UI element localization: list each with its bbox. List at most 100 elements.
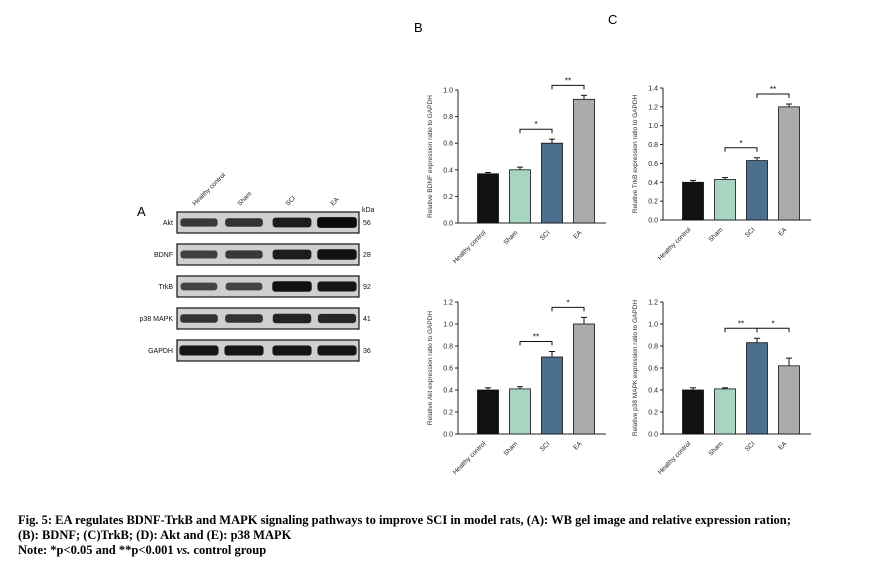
bar-ea <box>573 323 595 435</box>
y-tick-label: 0.2 <box>648 199 658 206</box>
caption-note-suffix: control group <box>190 543 267 557</box>
blot-band <box>180 282 218 291</box>
y-tick-label: 0.8 <box>648 142 658 149</box>
blot-band <box>317 345 357 356</box>
blot-row-kda: 36 <box>363 348 371 355</box>
significance-label: * <box>739 139 742 148</box>
significance-label: ** <box>565 76 571 85</box>
y-tick-label: 0.2 <box>443 194 453 201</box>
blot-strip <box>176 339 360 362</box>
bar-healthy-control <box>477 173 499 224</box>
y-tick-label: 0.6 <box>443 141 453 148</box>
blot-band <box>225 314 263 323</box>
significance-bracket <box>551 306 585 312</box>
blot-band <box>317 281 357 292</box>
y-axis-label: Relative Akt expression ratio to GAPDH <box>427 311 434 425</box>
y-tick-label: 0.8 <box>648 344 658 351</box>
y-tick-label: 0.4 <box>443 167 453 174</box>
blot-row-label: p38 MAPK <box>140 316 174 323</box>
x-category-label: Healthy control <box>452 229 488 265</box>
x-category-label: Sham <box>502 229 519 246</box>
blot-strip <box>176 307 360 330</box>
significance-label: ** <box>533 333 539 342</box>
caption-line-1: Fig. 5: EA regulates BDNF-TrkB and MAPK … <box>18 513 791 527</box>
bar-sham <box>509 169 531 224</box>
x-category-label: EA <box>777 440 789 452</box>
y-axis-label: Relative BDNF expression ratio to GAPDH <box>427 95 434 218</box>
x-category-label: Healthy control <box>452 440 488 476</box>
y-tick-label: 0.6 <box>648 366 658 373</box>
significance-bracket <box>756 93 790 99</box>
blot-kda-header: kDa <box>362 207 375 214</box>
x-category-label: SCI <box>744 440 757 453</box>
bar-healthy-control <box>682 389 704 435</box>
significance-bracket <box>756 327 790 333</box>
caption-note-vs: vs. <box>176 543 191 557</box>
y-tick-label: 1.0 <box>443 88 453 95</box>
caption-note-prefix: Note: *p<0.05 and **p<0.001 <box>18 543 177 557</box>
blot-row-label: BDNF <box>154 252 173 259</box>
y-tick-label: 1.4 <box>648 86 658 93</box>
x-category-label: EA <box>777 226 789 238</box>
blot-row-kda: 56 <box>363 220 371 227</box>
chart-d: 0.0 0.2 0.4 0.6 0.8 1.0 1.2 Relative Akt expres… <box>427 298 606 476</box>
y-tick-label: 0.4 <box>443 388 453 395</box>
bar-ea <box>778 106 800 221</box>
x-category-label: Healthy control <box>657 440 693 476</box>
bar-charts: 0.0 0.2 0.4 0.6 0.8 1.0 Relative BDNF expressi… <box>427 76 811 476</box>
blot-band <box>225 282 263 291</box>
significance-label: * <box>566 298 569 307</box>
y-tick-label: 0.0 <box>443 432 453 439</box>
y-tick-label: 0.6 <box>443 366 453 373</box>
blot-band <box>317 217 357 228</box>
blot-band <box>272 217 312 228</box>
significance-bracket <box>724 147 758 152</box>
blot-lane-label: EA <box>329 196 341 208</box>
significance-bracket <box>551 84 585 90</box>
significance-bracket <box>724 327 758 333</box>
blot-row-kda: 28 <box>363 252 371 259</box>
significance-label: * <box>771 319 774 328</box>
blot-row-label: Akt <box>163 220 173 227</box>
blot-band <box>180 218 218 227</box>
y-tick-label: 1.2 <box>648 300 658 307</box>
y-tick-label: 0.6 <box>648 161 658 168</box>
y-tick-label: 0.4 <box>648 180 658 187</box>
blot-band <box>317 249 357 260</box>
y-tick-label: 0.8 <box>443 114 453 121</box>
significance-label: ** <box>770 85 776 94</box>
blot-strip <box>176 275 360 298</box>
blot-band <box>224 345 264 356</box>
bar-sham <box>714 388 736 435</box>
x-category-label: Healthy control <box>657 226 693 262</box>
y-tick-label: 0.0 <box>648 218 658 225</box>
x-category-label: EA <box>572 229 584 241</box>
bar-sci <box>746 342 768 435</box>
panel-letter-a: A <box>137 204 146 219</box>
chart-b: 0.0 0.2 0.4 0.6 0.8 1.0 Relative BDNF expressi… <box>427 76 606 265</box>
y-tick-label: 1.0 <box>443 322 453 329</box>
y-tick-label: 0.4 <box>648 388 658 395</box>
y-tick-label: 0.8 <box>443 344 453 351</box>
blot-band <box>179 345 219 356</box>
panel-letter-c: C <box>608 12 617 27</box>
y-tick-label: 1.2 <box>648 104 658 111</box>
bar-ea <box>573 98 595 224</box>
y-tick-label: 0.0 <box>648 432 658 439</box>
x-category-label: SCI <box>744 226 757 239</box>
bar-sham <box>509 388 531 435</box>
blot-band <box>180 250 218 259</box>
x-category-label: Sham <box>502 440 519 457</box>
blot-row-label: TrkB <box>158 284 173 291</box>
bar-healthy-control <box>477 389 499 435</box>
y-axis-label: Relative TrkB expression ratio to GAPDH <box>632 94 639 213</box>
blot-row-label: GAPDH <box>148 348 173 355</box>
bar-healthy-control <box>682 181 704 221</box>
bar-sci <box>541 356 563 435</box>
x-category-label: Sham <box>707 226 724 243</box>
bar-sci <box>541 142 563 224</box>
x-category-label: SCI <box>539 229 552 242</box>
blot-lane-label: SCI <box>284 195 297 208</box>
panel-letter-b: B <box>414 20 423 35</box>
